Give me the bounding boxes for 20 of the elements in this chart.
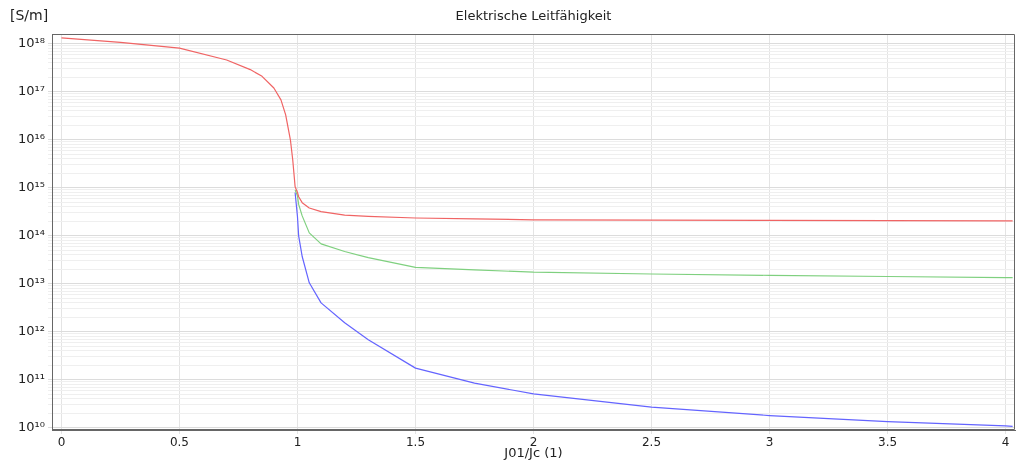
y-tick-label: 10¹⁰ <box>18 419 45 435</box>
chart-title: Elektrische Leitfähigkeit <box>455 8 612 24</box>
x-tick-label: 2.5 <box>641 435 662 450</box>
x-tick-label: 3.5 <box>878 435 898 450</box>
x-tick-label: 0.5 <box>169 435 189 450</box>
y-tick-label: 10¹⁷ <box>18 83 45 99</box>
y-tick-label: 10¹⁸ <box>18 35 45 51</box>
y-tick-label: 10¹⁴ <box>18 227 45 243</box>
y-tick-label: 10¹² <box>18 323 45 339</box>
y-tick-label: 10¹³ <box>18 275 45 291</box>
y-tick-label: 10¹⁵ <box>18 179 45 195</box>
y-tick-label: 10¹⁶ <box>18 131 45 147</box>
x-tick-label: 1 <box>293 435 302 450</box>
x-tick-label: 1.5 <box>405 435 426 450</box>
x-tick-label: 4 <box>1001 435 1010 450</box>
x-tick-label: 3 <box>765 435 774 450</box>
x-tick-label: 0 <box>57 435 66 450</box>
y-axis-title: [S/m] <box>10 6 49 23</box>
y-tick-label: 10¹¹ <box>18 371 45 387</box>
x-axis-title: J01/Jc (1) <box>503 445 563 461</box>
